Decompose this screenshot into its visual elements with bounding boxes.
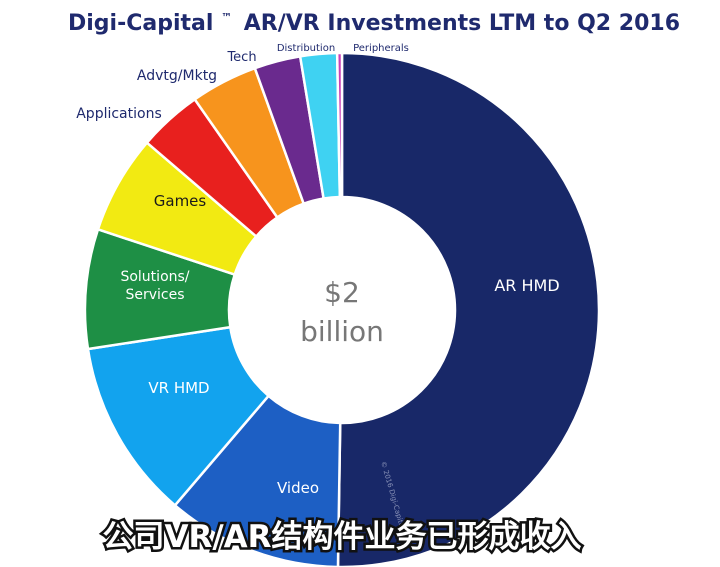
chart-title-text: AR/VR Investments LTM to Q2 2016 <box>244 11 680 36</box>
slice-video <box>173 394 342 567</box>
slice-label-peripherals: Peripherals <box>353 43 409 54</box>
slice-labels: AR HMD Video VR HMD Solutions/Services Games… <box>76 43 559 497</box>
video-caption: 公司VR/AR结构件业务已形成收入 <box>102 519 581 555</box>
slice-label-vr-hmd: VR HMD <box>148 379 209 397</box>
slice-label-tech: Tech <box>226 50 256 65</box>
chart-title-trademark: ™ <box>221 11 232 24</box>
slice-ar-hmd <box>336 51 601 567</box>
slice-peripherals <box>335 51 344 199</box>
donut-chart <box>83 51 601 567</box>
slice-label-ar-hmd: AR HMD <box>494 276 559 295</box>
center-unit: billion <box>300 315 384 348</box>
slice-label-solutions-services: Solutions/Services <box>120 269 189 303</box>
slice-label-distribution: Distribution <box>277 43 335 54</box>
chart-title: Digi-Capital ™ AR/VR Investments LTM to … <box>68 2 680 36</box>
slice-label-games: Games <box>154 192 207 210</box>
slice-label-applications: Applications <box>76 106 162 122</box>
chart-title-brand: Digi-Capital <box>68 11 213 36</box>
slice-label-advtg-mktg: Advtg/Mktg <box>137 68 217 84</box>
slice-label-video: Video <box>277 479 319 497</box>
center-amount: $2 <box>324 276 360 309</box>
